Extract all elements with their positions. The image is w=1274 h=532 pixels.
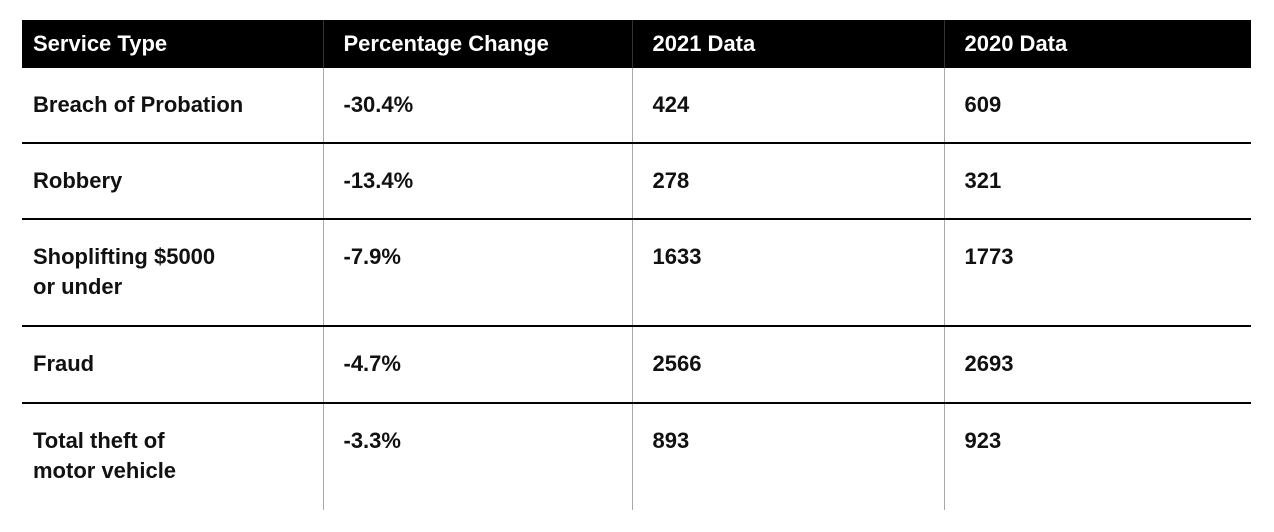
table-cell: 2693 bbox=[943, 325, 1251, 403]
table-body: Breach of Probation -30.4% 424 609 Robbery -1… bbox=[22, 68, 1251, 510]
table-row: Robbery -13.4% 278 321 bbox=[22, 142, 1251, 219]
header-row: Service Type Percentage Change 2021 Data 20… bbox=[22, 20, 1251, 68]
table-row: Fraud -4.7% 2566 2693 bbox=[22, 325, 1251, 403]
table-row: Shoplifting $5000 or under -7.9% 1633 1773 bbox=[22, 218, 1251, 326]
table-row: Breach of Probation -30.4% 424 609 bbox=[22, 68, 1251, 143]
table-cell: 278 bbox=[631, 142, 944, 219]
table-row: Total theft of motor vehicle -3.3% 893 923 bbox=[22, 402, 1251, 510]
table-cell: 424 bbox=[631, 68, 944, 143]
table-cell: 893 bbox=[631, 402, 944, 510]
column-header: 2020 Data bbox=[943, 20, 1251, 68]
table-cell: Robbery bbox=[22, 142, 323, 219]
table-cell: 2566 bbox=[631, 325, 944, 403]
table-cell: 609 bbox=[943, 68, 1251, 143]
table-cell: -7.9% bbox=[322, 218, 632, 326]
table-cell: Breach of Probation bbox=[33, 92, 244, 117]
column-header: Percentage Change bbox=[322, 20, 632, 68]
table-cell: -30.4% bbox=[322, 68, 632, 143]
column-header: 2021 Data bbox=[631, 20, 944, 68]
table-cell: 1633 bbox=[631, 218, 944, 326]
table-cell: -4.7% bbox=[322, 325, 632, 403]
table-cell: Fraud bbox=[22, 325, 323, 403]
table-cell: 1773 bbox=[943, 218, 1251, 326]
table-cell: 321 bbox=[943, 142, 1251, 219]
column-header: Service Type bbox=[22, 20, 323, 68]
table-cell: Shoplifting $5000 or under bbox=[22, 218, 323, 326]
table-cell: -13.4% bbox=[322, 142, 632, 219]
table-cell: 923 bbox=[943, 402, 1251, 510]
table-cell: -3.3% bbox=[322, 402, 632, 510]
table-cell: Total theft of motor vehicle bbox=[22, 402, 323, 510]
data-table: Service Type Percentage Change 2021 Data 20… bbox=[22, 20, 1251, 510]
